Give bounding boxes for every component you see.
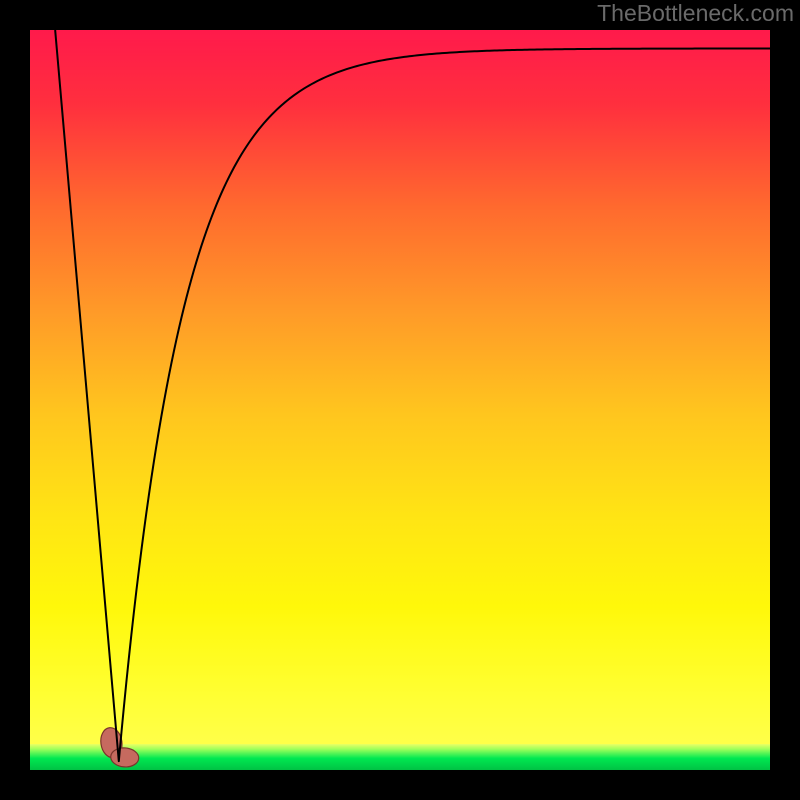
gradient-background bbox=[30, 30, 770, 770]
bottleneck-chart-svg bbox=[30, 30, 770, 770]
plot-area bbox=[30, 30, 770, 770]
chart-frame: TheBottleneck.com bbox=[0, 0, 800, 800]
bottom-green-band bbox=[30, 744, 770, 770]
source-watermark: TheBottleneck.com bbox=[597, 0, 794, 27]
